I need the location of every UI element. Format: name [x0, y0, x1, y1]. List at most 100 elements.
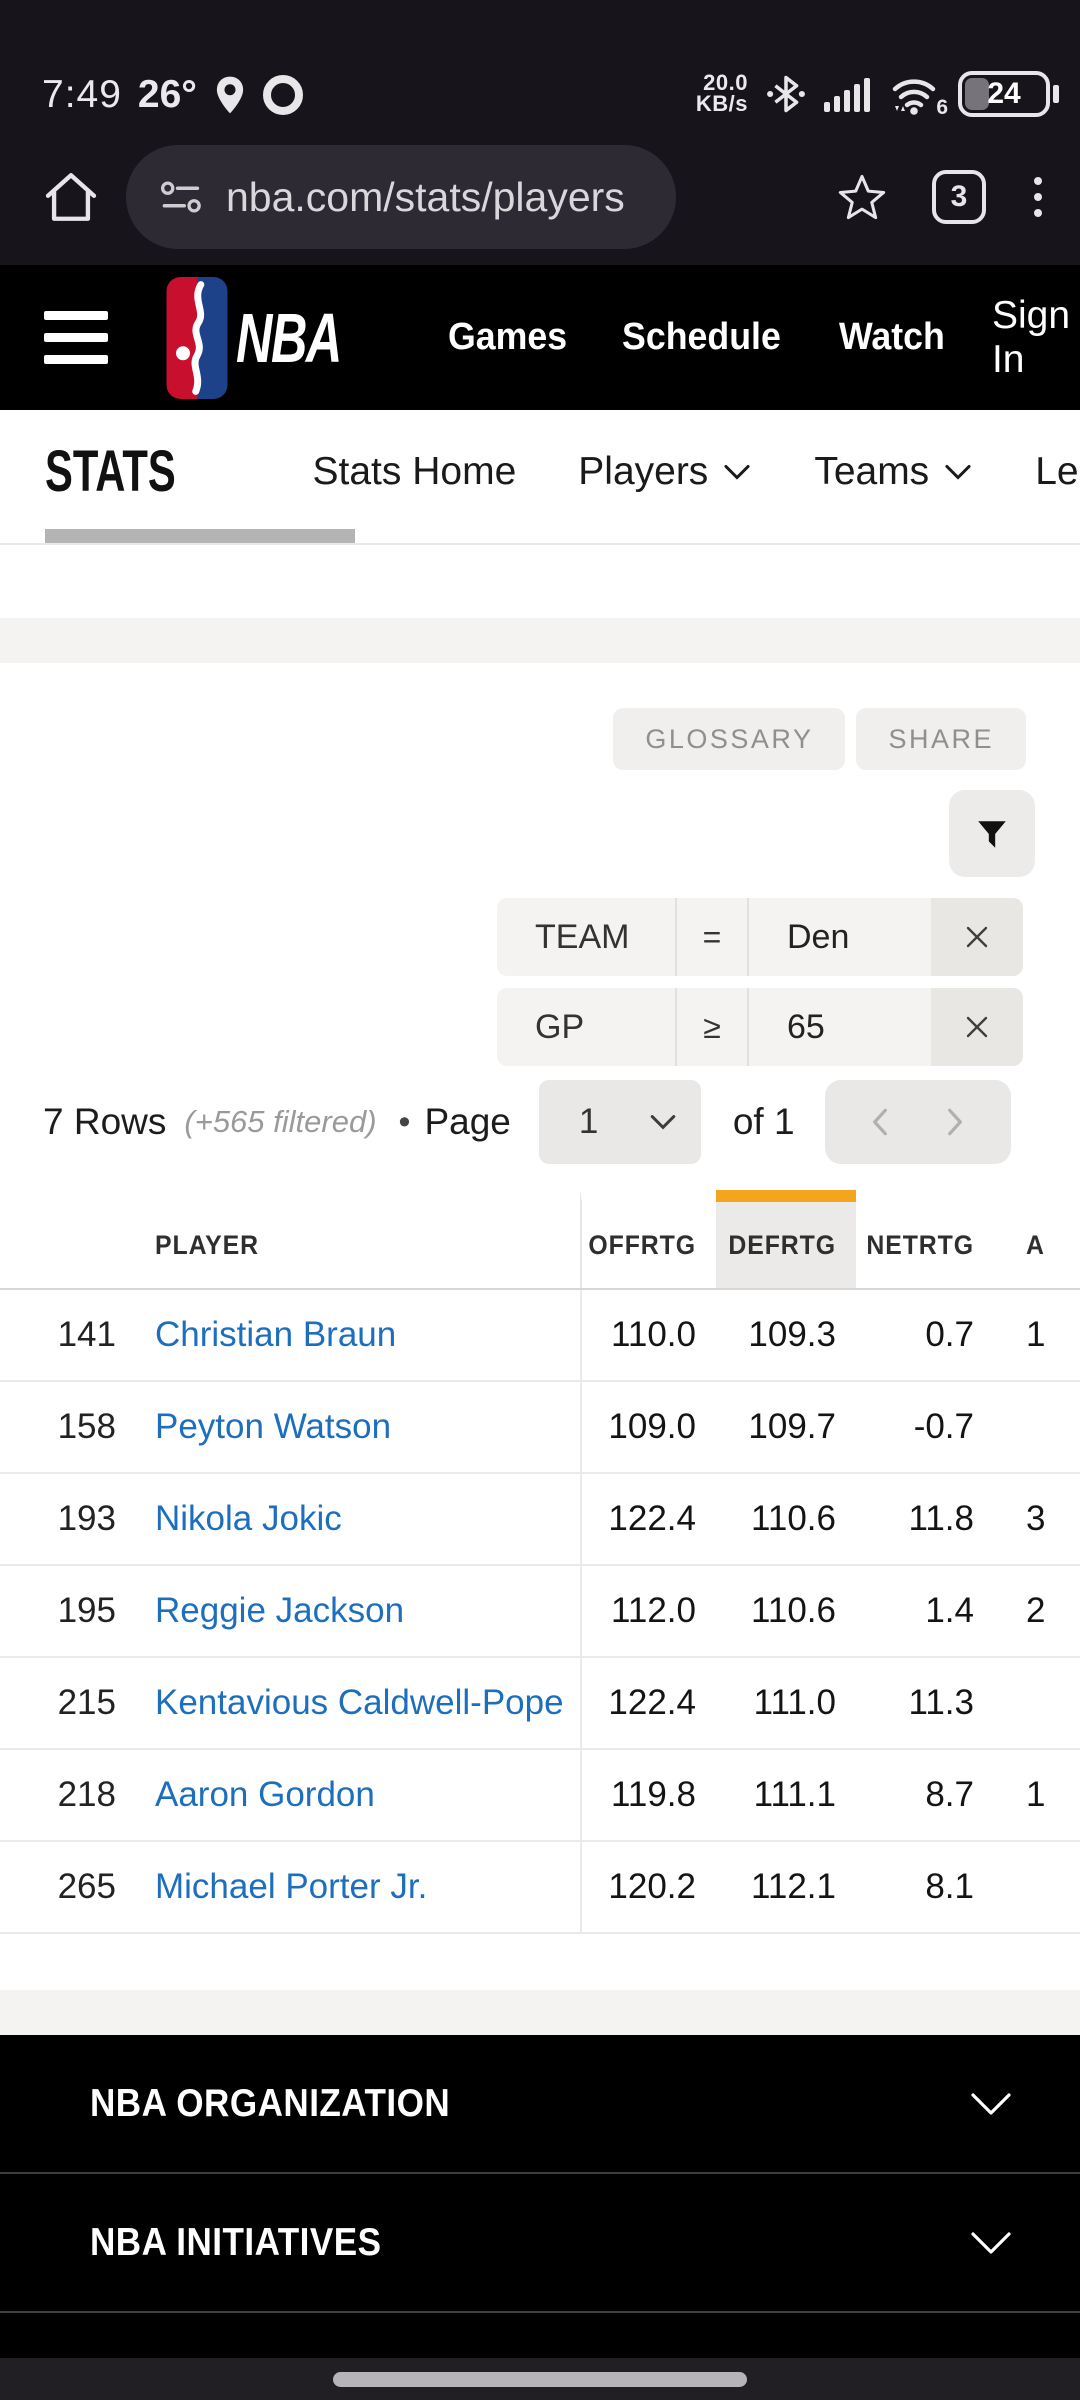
rank-cell: 158 — [57, 1407, 116, 1446]
player-link[interactable]: Nikola Jokic — [155, 1499, 342, 1538]
header-offrtg[interactable]: OFFRTG — [580, 1190, 716, 1288]
rank-cell: 215 — [57, 1683, 116, 1722]
table-header-row: PLAYER OFFRTG DEFRTG NETRTG A — [0, 1190, 1080, 1290]
wifi6-badge: 6 — [936, 96, 948, 119]
url-text: nba.com/stats/players — [226, 173, 625, 220]
chevron-down-icon — [649, 1112, 677, 1132]
filter-field[interactable]: TEAM — [497, 898, 677, 976]
defrtg-cell: 110.6 — [751, 1591, 836, 1630]
site-controls-icon[interactable] — [160, 180, 204, 214]
spacer — [0, 545, 1080, 618]
section-band — [0, 1990, 1080, 2035]
filtered-count: (+565 filtered) — [184, 1104, 377, 1139]
netrtg-cell: 1.4 — [925, 1591, 974, 1630]
subnav-stats-home[interactable]: Stats Home — [312, 449, 517, 493]
filter-toggle-button[interactable] — [949, 790, 1035, 877]
temperature: 26° — [137, 73, 197, 116]
netrtg-cell: 0.7 — [925, 1315, 974, 1354]
filter-operator[interactable]: = — [677, 898, 749, 976]
remove-filter-button[interactable] — [931, 898, 1023, 976]
nav-item-games[interactable]: Games — [447, 316, 567, 358]
nav-item-watch[interactable]: Watch — [839, 316, 946, 358]
defrtg-cell: 111.0 — [753, 1683, 836, 1722]
sign-in-button[interactable]: Sign In — [991, 293, 1071, 381]
subnav-players[interactable]: Players — [578, 450, 752, 494]
table-row: 215 Kentavious Caldwell-Pope 122.4 111.0… — [0, 1658, 1080, 1750]
footer-section-title: NBA INITIATIVES — [90, 2220, 382, 2264]
clipped-cell: 1 — [1026, 1315, 1046, 1354]
gesture-handle[interactable] — [333, 2371, 747, 2387]
table-row: 265 Michael Porter Jr. 120.2 112.1 8.1 — [0, 1842, 1080, 1934]
netrtg-cell: 8.1 — [925, 1867, 974, 1906]
remove-filter-button[interactable] — [931, 988, 1023, 1066]
rank-cell: 218 — [57, 1775, 116, 1814]
filter-field[interactable]: GP — [497, 988, 677, 1066]
subnav-teams[interactable]: Teams — [814, 450, 973, 494]
footer-section-title: NBA ORGANIZATION — [90, 2081, 451, 2125]
filter-value[interactable]: 65 — [787, 1007, 825, 1046]
section-band — [0, 618, 1080, 663]
player-link[interactable]: Reggie Jackson — [155, 1591, 405, 1630]
subnav-leaders[interactable]: Leaders — [1035, 449, 1080, 493]
offrtg-cell: 112.0 — [580, 1566, 716, 1656]
hamburger-menu-button[interactable] — [44, 305, 108, 370]
filter-chip-gp: GP ≥ 65 — [497, 988, 1023, 1066]
player-link[interactable]: Christian Braun — [155, 1315, 397, 1354]
filter-value[interactable]: Den — [787, 917, 850, 956]
footer-accordion-initiatives[interactable]: NBA INITIATIVES — [0, 2174, 1080, 2313]
player-link[interactable]: Aaron Gordon — [155, 1775, 375, 1814]
player-link[interactable]: Michael Porter Jr. — [155, 1867, 428, 1906]
browser-menu-button[interactable] — [1030, 173, 1046, 221]
location-pin-icon — [213, 74, 247, 116]
netrtg-cell: 11.8 — [908, 1499, 974, 1538]
header-player[interactable]: PLAYER — [155, 1229, 260, 1260]
wifi-icon: 6 — [888, 72, 948, 119]
netrtg-cell: 8.7 — [925, 1775, 974, 1814]
header-netrtg[interactable]: NETRTG — [866, 1229, 974, 1260]
filter-chip-team: TEAM = Den — [497, 898, 1023, 976]
next-page-button[interactable] — [940, 1105, 970, 1139]
bullet: • — [398, 1102, 411, 1141]
subnav-scrollbar[interactable] — [45, 529, 355, 543]
page-select-dropdown[interactable]: 1 — [538, 1080, 701, 1164]
nba-logo[interactable]: NBA — [166, 276, 382, 399]
nba-header: NBA Games Schedule Watch Sign In — [0, 265, 1080, 410]
url-bar[interactable]: nba.com/stats/players — [126, 145, 676, 249]
header-extra[interactable]: A — [1026, 1229, 1045, 1260]
header-defrtg-sorted[interactable]: DEFRTG — [716, 1190, 856, 1288]
pagination-bar: 7 Rows (+565 filtered) • Page 1 of 1 — [0, 1080, 1080, 1164]
glossary-button[interactable]: GLOSSARY — [613, 708, 846, 770]
chevron-down-icon — [968, 2089, 1014, 2119]
offrtg-cell: 122.4 — [580, 1658, 716, 1748]
defrtg-cell: 112.1 — [751, 1867, 836, 1906]
stats-brand[interactable]: STATS — [45, 439, 176, 504]
clipped-cell: 3 — [1026, 1499, 1046, 1538]
page-nav-group — [824, 1080, 1011, 1164]
chevron-down-icon — [722, 462, 752, 482]
rank-cell: 265 — [57, 1867, 116, 1906]
row-count: 7 Rows — [43, 1101, 167, 1142]
cell-signal-icon — [824, 75, 870, 113]
filter-operator[interactable]: ≥ — [677, 988, 749, 1066]
clipped-cell: 1 — [1026, 1775, 1046, 1814]
tab-count: 3 — [950, 180, 968, 213]
share-button[interactable]: SHARE — [856, 708, 1026, 770]
page-of-text: of 1 — [732, 1101, 795, 1142]
player-link[interactable]: Kentavious Caldwell-Pope — [155, 1683, 564, 1722]
offrtg-cell: 122.4 — [580, 1474, 716, 1564]
tab-switcher-button[interactable]: 3 — [932, 170, 986, 224]
status-bar: 7:49 26° 20.0 KB/s — [0, 0, 1080, 135]
bookmark-star-icon[interactable] — [836, 172, 888, 222]
table-row: 218 Aaron Gordon 119.8 111.1 8.7 1 — [0, 1750, 1080, 1842]
player-link[interactable]: Peyton Watson — [155, 1407, 392, 1446]
home-button[interactable] — [42, 170, 100, 224]
site-footer: NBA ORGANIZATION NBA INITIATIVES — [0, 2035, 1080, 2358]
footer-accordion-organization[interactable]: NBA ORGANIZATION — [0, 2035, 1080, 2174]
offrtg-cell: 109.0 — [580, 1382, 716, 1472]
nav-item-schedule[interactable]: Schedule — [622, 316, 782, 358]
rank-cell: 195 — [57, 1591, 116, 1630]
network-speed: 20.0 KB/s — [695, 70, 748, 116]
spacer — [0, 1934, 1080, 1990]
prev-page-button[interactable] — [865, 1105, 895, 1139]
